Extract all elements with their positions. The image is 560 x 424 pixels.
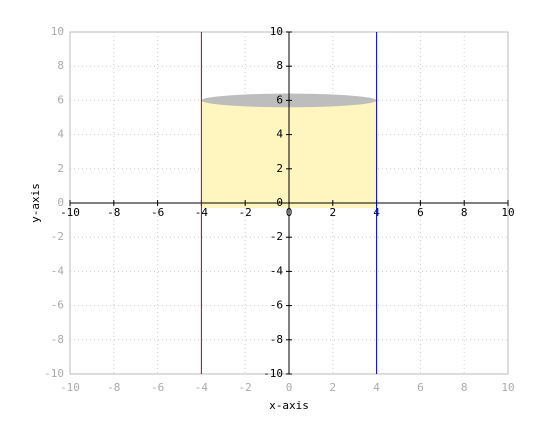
y-tick-label: -6 [51, 299, 64, 312]
y-tick-label: 6 [276, 93, 283, 106]
x-tick-label: 4 [373, 381, 380, 394]
y-tick-label: -8 [51, 333, 64, 346]
x-tick-label: -8 [107, 206, 120, 219]
y-tick-label: -8 [270, 333, 283, 346]
y-tick-label: 10 [270, 25, 283, 38]
y-tick-label: -6 [270, 299, 283, 312]
y-tick-label: 8 [57, 59, 64, 72]
y-tick-label: -4 [51, 264, 65, 277]
y-tick-label: -2 [51, 230, 64, 243]
y-tick-label: 2 [276, 162, 283, 175]
y-tick-label: 10 [51, 25, 64, 38]
y-tick-label: 4 [57, 128, 64, 141]
x-tick-label: -2 [239, 206, 252, 219]
y-tick-label: -2 [270, 230, 283, 243]
y-axis-label: y-axis [29, 183, 42, 223]
x-tick-label: -6 [151, 381, 164, 394]
x-tick-label: 0 [286, 206, 293, 219]
y-tick-label: 4 [276, 128, 283, 141]
x-tick-label: -2 [239, 381, 252, 394]
x-axis-label: x-axis [269, 399, 309, 412]
x-tick-label: 6 [417, 206, 424, 219]
x-tick-label: 0 [286, 381, 293, 394]
y-tick-label: 6 [57, 93, 64, 106]
x-tick-label: 2 [329, 206, 336, 219]
y-tick-label: -10 [44, 367, 64, 380]
y-tick-label: 2 [57, 162, 64, 175]
y-tick-label: 0 [57, 196, 64, 209]
x-tick-label: -8 [107, 381, 120, 394]
x-tick-label: 8 [461, 381, 468, 394]
y-tick-label: 0 [276, 196, 283, 209]
x-tick-label: 6 [417, 381, 424, 394]
y-tick-label: -10 [263, 367, 283, 380]
y-tick-label: 8 [276, 59, 283, 72]
x-tick-label: 10 [501, 206, 514, 219]
x-tick-label: -6 [151, 206, 164, 219]
x-tick-label: -10 [60, 381, 80, 394]
x-tick-label: 2 [329, 381, 336, 394]
x-tick-label: 8 [461, 206, 468, 219]
x-tick-label: -10 [60, 206, 80, 219]
x-tick-label: -4 [195, 381, 209, 394]
y-tick-label: -4 [270, 264, 284, 277]
x-tick-label: 10 [501, 381, 514, 394]
